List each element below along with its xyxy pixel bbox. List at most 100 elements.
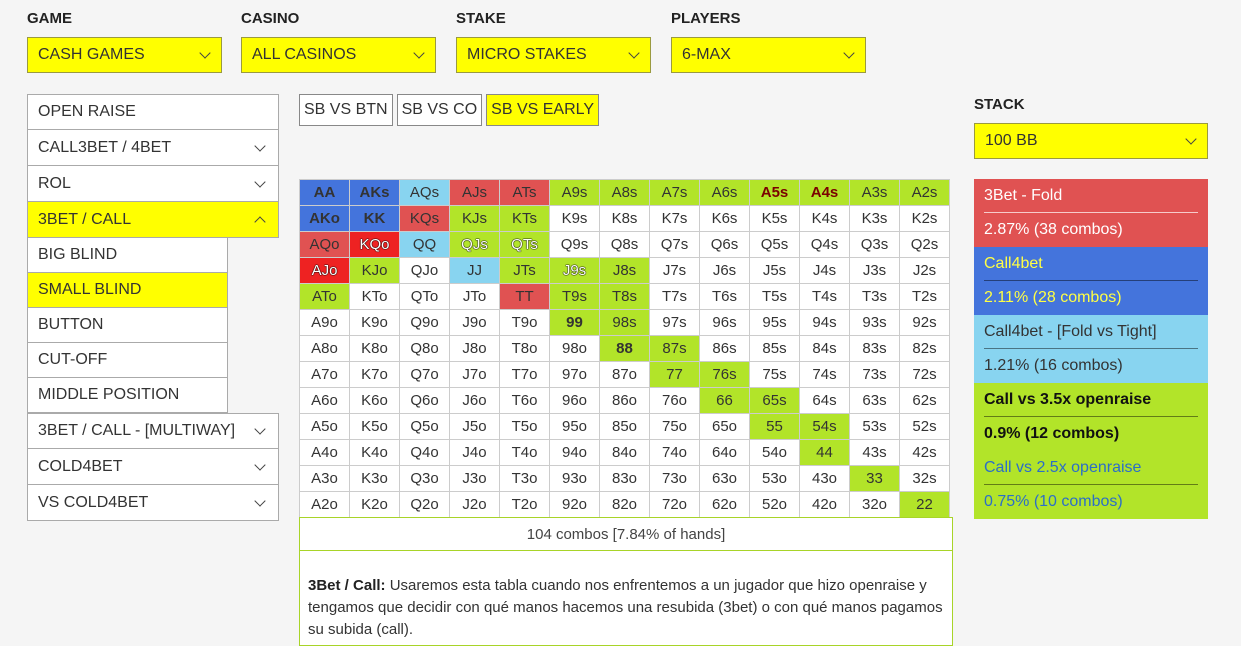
hand-cell[interactable]: A9s <box>549 179 600 206</box>
hand-cell[interactable]: 97s <box>649 309 700 336</box>
hand-cell[interactable]: 62o <box>699 491 750 518</box>
hand-cell[interactable]: JTs <box>499 257 550 284</box>
hand-cell[interactable]: QJs <box>449 231 500 258</box>
hand-cell[interactable]: 93o <box>549 465 600 492</box>
hand-cell[interactable]: J2o <box>449 491 500 518</box>
hand-cell[interactable]: Q3s <box>849 231 900 258</box>
game-select[interactable]: CASH GAMES <box>27 37 222 73</box>
hand-cell[interactable]: 97o <box>549 361 600 388</box>
hand-cell[interactable]: A7o <box>299 361 350 388</box>
hand-cell[interactable]: Q9o <box>399 309 450 336</box>
hand-cell[interactable]: Q7s <box>649 231 700 258</box>
hand-cell[interactable]: 22 <box>899 491 950 518</box>
hand-cell[interactable]: KQo <box>349 231 400 258</box>
hand-cell[interactable]: K6s <box>699 205 750 232</box>
hand-cell[interactable]: 75s <box>749 361 800 388</box>
hand-cell[interactable]: 82o <box>599 491 650 518</box>
hand-cell[interactable]: J8s <box>599 257 650 284</box>
hand-cell[interactable]: J4o <box>449 439 500 466</box>
hand-cell[interactable]: KJo <box>349 257 400 284</box>
hand-cell[interactable]: Q8o <box>399 335 450 362</box>
hand-cell[interactable]: KQs <box>399 205 450 232</box>
hand-cell[interactable]: J8o <box>449 335 500 362</box>
hand-cell[interactable]: T4s <box>799 283 850 310</box>
hand-cell[interactable]: A3s <box>849 179 900 206</box>
hand-cell[interactable]: 62s <box>899 387 950 414</box>
hand-cell[interactable]: A3o <box>299 465 350 492</box>
hand-cell[interactable]: 43o <box>799 465 850 492</box>
hand-cell[interactable]: 98o <box>549 335 600 362</box>
hand-cell[interactable]: 44 <box>799 439 850 466</box>
hand-cell[interactable]: 76o <box>649 387 700 414</box>
hand-cell[interactable]: AJo <box>299 257 350 284</box>
hand-cell[interactable]: Q6o <box>399 387 450 414</box>
hand-cell[interactable]: QTo <box>399 283 450 310</box>
hand-cell[interactable]: 64s <box>799 387 850 414</box>
hand-cell[interactable]: 74s <box>799 361 850 388</box>
menu-item-call3bet-4bet[interactable]: CALL3BET / 4BET <box>27 130 279 166</box>
hand-cell[interactable]: KTs <box>499 205 550 232</box>
hand-cell[interactable]: A2o <box>299 491 350 518</box>
hand-cell[interactable]: K7s <box>649 205 700 232</box>
hand-cell[interactable]: A6o <box>299 387 350 414</box>
hand-cell[interactable]: T9o <box>499 309 550 336</box>
hand-cell[interactable]: QJo <box>399 257 450 284</box>
hand-cell[interactable]: A9o <box>299 309 350 336</box>
hand-cell[interactable]: 92s <box>899 309 950 336</box>
tab-sb-vs-btn[interactable]: SB VS BTN <box>299 94 393 126</box>
hand-cell[interactable]: T6o <box>499 387 550 414</box>
hand-cell[interactable]: J3s <box>849 257 900 284</box>
hand-cell[interactable]: J7o <box>449 361 500 388</box>
hand-cell[interactable]: 64o <box>699 439 750 466</box>
hand-cell[interactable]: QTs <box>499 231 550 258</box>
hand-cell[interactable]: 52o <box>749 491 800 518</box>
hand-cell[interactable]: 32o <box>849 491 900 518</box>
hand-cell[interactable]: 42o <box>799 491 850 518</box>
hand-cell[interactable]: 53s <box>849 413 900 440</box>
hand-cell[interactable]: K4o <box>349 439 400 466</box>
hand-cell[interactable]: 95s <box>749 309 800 336</box>
hand-cell[interactable]: T8o <box>499 335 550 362</box>
hand-cell[interactable]: J9s <box>549 257 600 284</box>
hand-cell[interactable]: Q4o <box>399 439 450 466</box>
hand-cell[interactable]: Q2s <box>899 231 950 258</box>
hand-cell[interactable]: K8o <box>349 335 400 362</box>
hand-cell[interactable]: 43s <box>849 439 900 466</box>
menu-item-vs-cold4bet[interactable]: VS COLD4BET <box>27 485 279 521</box>
stake-select[interactable]: MICRO STAKES <box>456 37 651 73</box>
hand-cell[interactable]: ATo <box>299 283 350 310</box>
hand-cell[interactable]: J9o <box>449 309 500 336</box>
hand-cell[interactable]: A8o <box>299 335 350 362</box>
hand-cell[interactable]: 65s <box>749 387 800 414</box>
hand-cell[interactable]: AQs <box>399 179 450 206</box>
hand-cell[interactable]: K6o <box>349 387 400 414</box>
menu-item-open-raise[interactable]: OPEN RAISE <box>27 94 279 130</box>
hand-cell[interactable]: 73o <box>649 465 700 492</box>
players-select[interactable]: 6-MAX <box>671 37 866 73</box>
hand-cell[interactable]: 66 <box>699 387 750 414</box>
submenu-item-button[interactable]: BUTTON <box>27 308 228 343</box>
hand-cell[interactable]: 63o <box>699 465 750 492</box>
hand-cell[interactable]: 32s <box>899 465 950 492</box>
tab-sb-vs-co[interactable]: SB VS CO <box>396 94 483 126</box>
menu-item-3bet-call-multiway[interactable]: 3BET / CALL - [MULTIWAY] <box>27 413 279 449</box>
hand-cell[interactable]: 85o <box>599 413 650 440</box>
hand-cell[interactable]: 82s <box>899 335 950 362</box>
hand-cell[interactable]: 84o <box>599 439 650 466</box>
hand-cell[interactable]: T5s <box>749 283 800 310</box>
hand-cell[interactable]: T4o <box>499 439 550 466</box>
hand-cell[interactable]: 87s <box>649 335 700 362</box>
menu-item-3bet-call[interactable]: 3BET / CALL <box>27 202 279 238</box>
submenu-item-middle-position[interactable]: MIDDLE POSITION <box>27 378 228 413</box>
hand-cell[interactable]: Q2o <box>399 491 450 518</box>
hand-cell[interactable]: T2s <box>899 283 950 310</box>
hand-cell[interactable]: A8s <box>599 179 650 206</box>
hand-cell[interactable]: JJ <box>449 257 500 284</box>
hand-cell[interactable]: TT <box>499 283 550 310</box>
hand-cell[interactable]: 72s <box>899 361 950 388</box>
hand-cell[interactable]: J5s <box>749 257 800 284</box>
hand-cell[interactable]: J5o <box>449 413 500 440</box>
hand-cell[interactable]: 92o <box>549 491 600 518</box>
hand-cell[interactable]: KK <box>349 205 400 232</box>
hand-cell[interactable]: 88 <box>599 335 650 362</box>
